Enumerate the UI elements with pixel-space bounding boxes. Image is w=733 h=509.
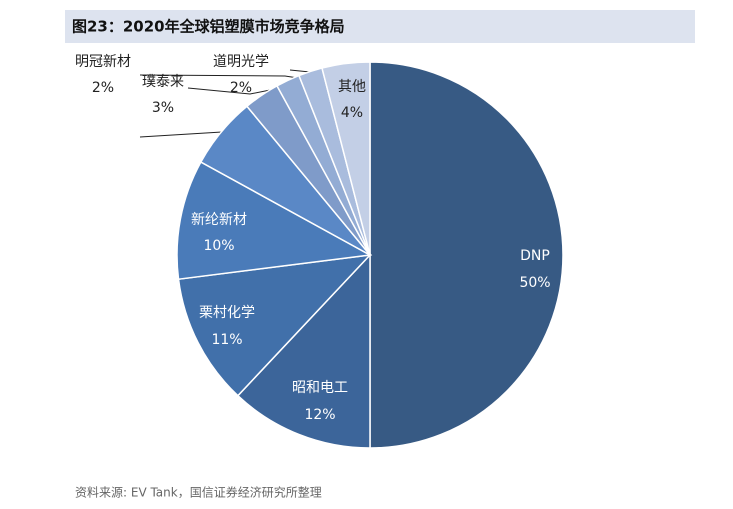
pie-slice	[236, 253, 371, 449]
pie-slice	[177, 253, 372, 397]
title-banner	[65, 10, 695, 43]
slice-label: 栗村化学	[199, 305, 255, 321]
value-label: 11%	[211, 332, 242, 348]
value-label: 2%	[92, 80, 114, 96]
value-label: 10%	[203, 238, 234, 254]
value-label: 3%	[152, 100, 174, 116]
pie-slice	[176, 161, 373, 281]
slice-label: 明冠新材	[75, 54, 131, 70]
slice-label: DNP	[520, 248, 550, 264]
value-label: 50%	[519, 275, 550, 291]
slice-label: 璞泰来	[142, 74, 184, 90]
slice-label: 昭和电工	[292, 380, 348, 396]
pie-slice	[369, 61, 564, 449]
value-label: 4%	[341, 105, 363, 121]
chart-title: 图23：2020年全球铝塑膜市场竞争格局	[72, 18, 345, 36]
value-label: 2%	[230, 80, 252, 96]
slice-label: 其他	[338, 79, 366, 95]
slice-label: 道明光学	[213, 54, 269, 70]
slice-label: 新纶新材	[191, 212, 247, 228]
source-note: 资料来源: EV Tank，国信证券经济研究所整理	[75, 485, 322, 500]
value-label: 12%	[304, 407, 335, 423]
pie-slice	[321, 61, 371, 256]
